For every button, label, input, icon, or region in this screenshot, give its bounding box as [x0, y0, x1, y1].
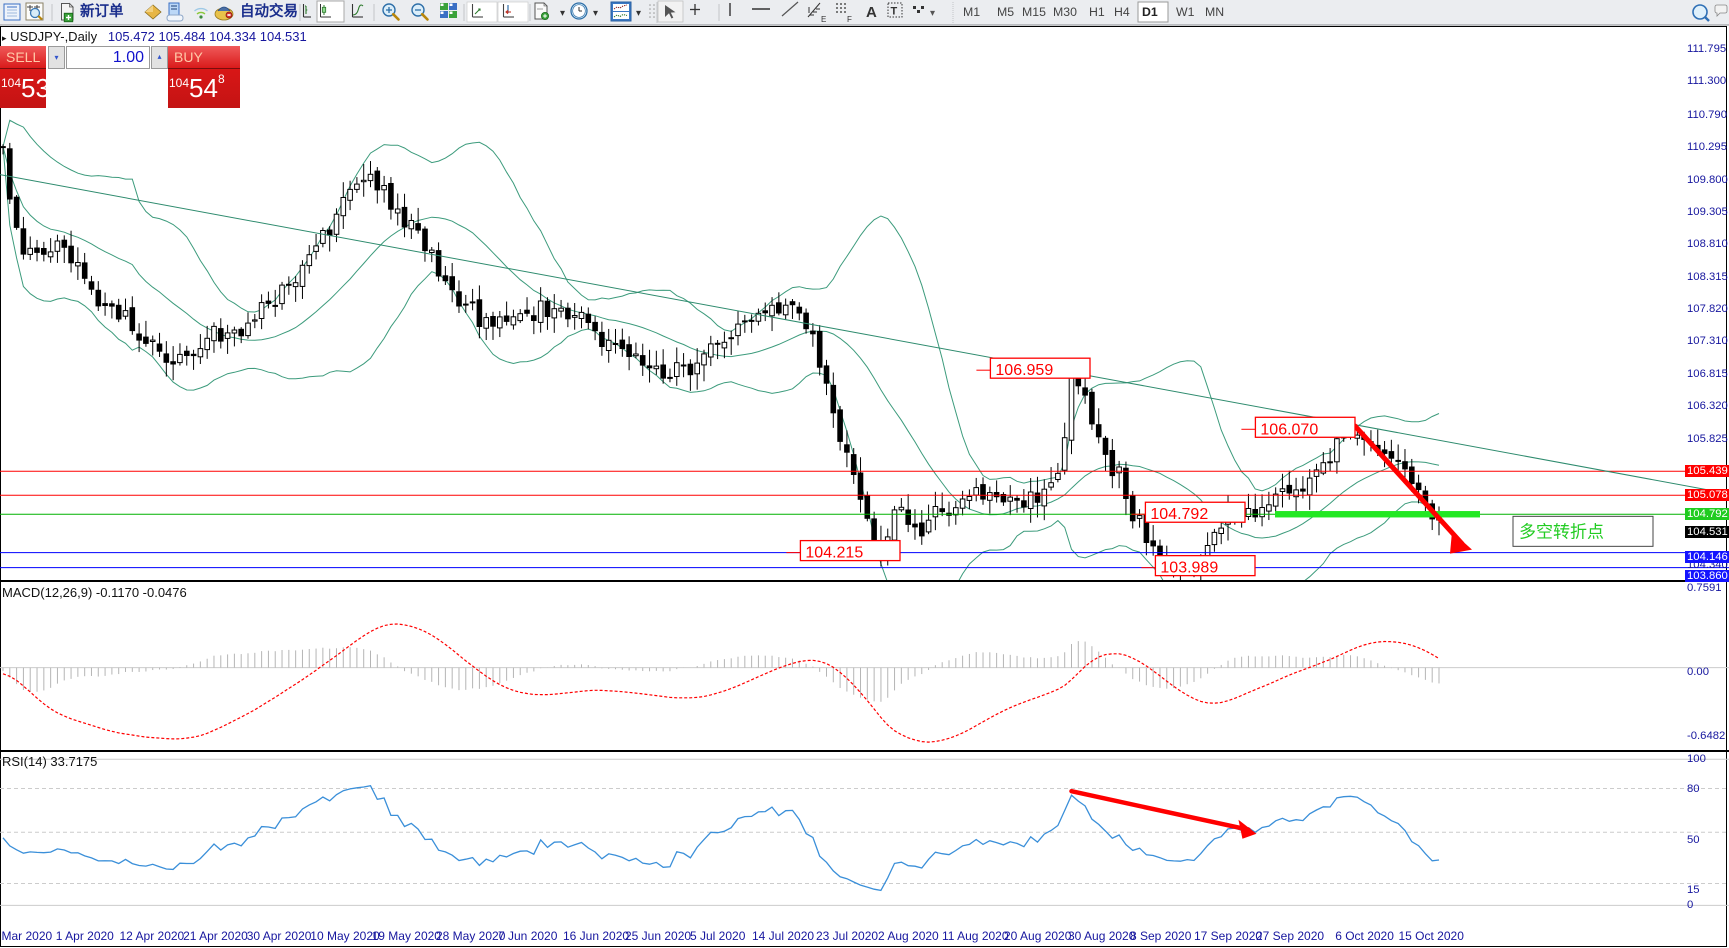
svg-text:▾: ▾ [593, 8, 598, 19]
svg-text:多空转折点: 多空转折点 [1519, 522, 1604, 541]
svg-text:104.792: 104.792 [1150, 506, 1208, 523]
svg-text:104.215: 104.215 [805, 545, 863, 562]
svg-text:E: E [821, 15, 826, 24]
svg-text:106.959: 106.959 [995, 362, 1053, 379]
svg-text:H1: H1 [1089, 5, 1105, 19]
svg-text:▾: ▾ [636, 8, 641, 19]
svg-text:自动交易: 自动交易 [240, 2, 298, 20]
svg-text:M15: M15 [1022, 5, 1046, 19]
svg-text:▾: ▾ [930, 8, 935, 19]
svg-text:D1: D1 [1142, 5, 1158, 19]
svg-text:W1: W1 [1176, 5, 1195, 19]
svg-text:▾: ▾ [560, 8, 565, 19]
svg-text:T: T [891, 6, 898, 18]
svg-text:106.070: 106.070 [1260, 421, 1318, 438]
svg-text:M1: M1 [963, 5, 980, 19]
svg-text:F: F [847, 15, 852, 24]
svg-text:A: A [866, 4, 877, 21]
svg-text:M5: M5 [997, 5, 1014, 19]
svg-text:新订单: 新订单 [80, 2, 124, 20]
svg-text:103.989: 103.989 [1160, 560, 1218, 577]
svg-text:H4: H4 [1114, 5, 1130, 19]
svg-text:M30: M30 [1053, 5, 1077, 19]
svg-text:MN: MN [1205, 5, 1224, 19]
